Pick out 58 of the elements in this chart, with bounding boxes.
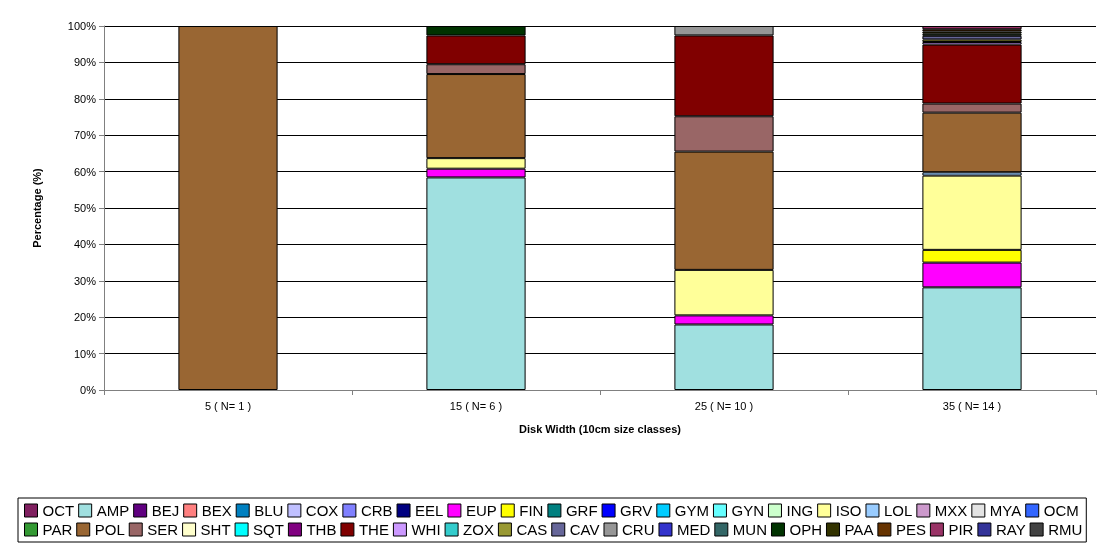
legend-label: COX [305,502,339,519]
x-tick-label: 5 ( N= 1 ) [204,399,252,412]
y-axis-title: Percentage (%) [30,167,43,248]
legend-label: SER [147,521,179,538]
y-tick-label: 50% [73,202,97,214]
legend-label: MXX [934,502,968,519]
legend-label: MYA [989,502,1022,519]
legend-label: LOL [883,502,913,519]
legend-label: BLU [254,502,284,519]
legend-label: CRU [621,521,655,538]
y-tick-label: 70% [73,129,97,142]
legend-label: ING [786,502,814,519]
legend-label: CAV [569,521,600,538]
legend-label: RAY [995,521,1026,538]
legend-label: CAS [516,521,548,538]
legend-label: OPH [789,521,822,538]
legend-label: GRF [565,502,598,519]
x-tick-label: 25 ( N= 10 ) [694,399,754,412]
legend-label: GRV [620,502,653,519]
legend-label: MUN [732,521,767,538]
legend-label: SHT [200,521,231,538]
legend-label: EUP [465,502,497,519]
legend-label: THE [358,521,389,538]
legend-label: MED [676,521,711,538]
legend-label: OCM [1043,502,1079,519]
y-tick-label: 100% [67,20,97,32]
legend-label: AMP [96,502,130,519]
legend-label: CRB [360,502,393,519]
x-axis-title: Disk Width (10cm size classes) [519,422,682,435]
x-tick-label: 35 ( N= 14 ) [942,399,1002,412]
legend-label: POL [94,521,125,538]
y-tick-label: 30% [73,274,97,287]
y-tick-label: 80% [73,92,97,105]
legend-label: PES [895,521,926,538]
legend-label: SQT [253,521,284,538]
legend-label: ZOX [463,521,494,538]
legend-label: BEJ [151,502,180,519]
legend-label: THB [306,521,337,538]
y-tick-label: 0% [80,384,97,396]
legend-label: BEX [201,502,232,519]
legend-label: PIR [948,521,974,538]
legend-label: FIN [519,502,544,519]
x-tick-label: 15 ( N= 6 ) [449,399,503,412]
legend-label: OCT [42,502,75,519]
y-tick-label: 10% [73,347,97,360]
legend-label: GYM [674,502,709,519]
bar [922,35,1022,40]
legend-label: PAA [844,521,874,538]
legend-label: GYN [731,502,764,519]
y-tick-label: 40% [73,238,97,251]
legend-label: ISO [835,502,862,519]
legend-label: PAR [42,521,73,538]
legend-label: EEL [415,502,444,519]
y-tick-label: 90% [73,56,97,69]
legend-label: RMU [1048,521,1083,538]
y-tick-label: 20% [73,311,97,324]
legend-label: WHI [411,521,441,538]
y-tick-label: 60% [73,165,97,178]
